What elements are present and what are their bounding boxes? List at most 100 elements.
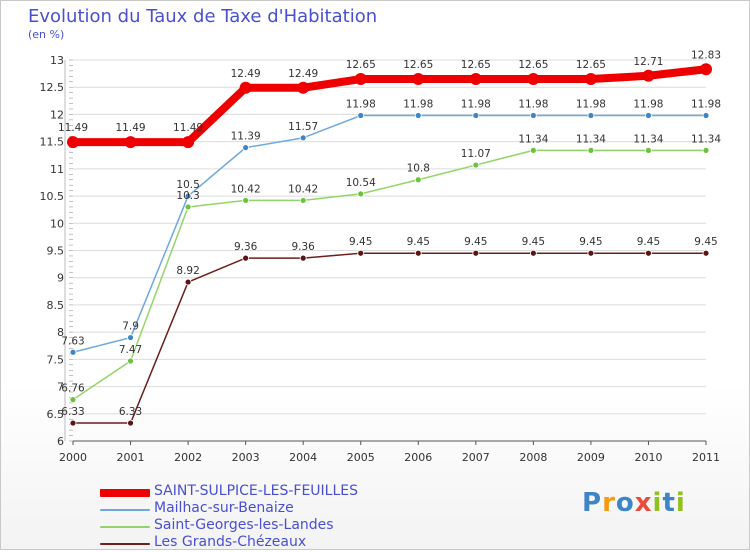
data-point-series-1 — [414, 112, 422, 119]
data-point-series-3 — [414, 249, 422, 257]
data-label: 10.54 — [346, 177, 376, 189]
legend-item-saint-georges[interactable]: Saint-Georges-les-Landes — [100, 517, 430, 535]
data-label: 9.45 — [522, 236, 545, 248]
data-point-series-2 — [299, 197, 307, 204]
series-line-1 — [72, 114, 707, 354]
series-line-0 — [69, 65, 710, 147]
logo-letter: o — [615, 488, 635, 518]
data-point-series-3 — [529, 249, 537, 257]
data-point-series-3 — [357, 249, 365, 257]
data-label: 12.65 — [461, 59, 491, 71]
data-label: 11.34 — [633, 133, 663, 145]
legend-swatch-grands-chezeaux — [100, 543, 150, 545]
data-point-series-1 — [529, 112, 537, 119]
logo-letter: i — [675, 488, 686, 518]
x-tick-label: 2008 — [519, 451, 547, 464]
data-point-series-3 — [472, 249, 480, 257]
legend-item-grands-chezeaux[interactable]: Les Grands-Chézeaux — [100, 534, 430, 552]
data-point-series-1 — [702, 112, 710, 119]
series-line-3 — [72, 252, 707, 424]
logo-letter: x — [634, 488, 653, 518]
data-label: 10.5 — [176, 179, 199, 191]
data-point-series-0 — [67, 136, 79, 149]
data-point-series-0 — [239, 81, 252, 94]
data-point-series-2 — [242, 197, 250, 204]
data-point-series-1 — [587, 112, 595, 119]
data-label: 12.49 — [288, 68, 318, 80]
x-tick-label: 2002 — [174, 451, 202, 464]
logo-letter: r — [602, 488, 616, 518]
y-tick-label: 6.5 — [47, 408, 65, 421]
x-tick-label: 2011 — [692, 451, 720, 464]
data-point-series-0 — [469, 73, 482, 86]
legend: SAINT-SULPICE-LES-FEUILLES Mailhac-sur-B… — [100, 483, 430, 552]
data-label: 10.3 — [176, 190, 199, 202]
data-label: 11.98 — [576, 99, 606, 111]
data-point-series-3 — [184, 278, 192, 286]
y-tick-label: 11.5 — [40, 136, 65, 149]
y-tick-label: 8 — [57, 326, 64, 339]
data-label: 9.45 — [349, 236, 372, 248]
data-label: 12.49 — [231, 68, 261, 80]
data-point-series-0 — [700, 63, 712, 76]
series-line-2 — [72, 149, 707, 401]
data-label: 7.47 — [119, 344, 142, 356]
data-point-series-0 — [182, 136, 195, 149]
y-tick-label: 11 — [50, 163, 64, 176]
data-point-series-2 — [69, 396, 77, 404]
data-point-series-0 — [584, 73, 597, 86]
data-label: 9.45 — [579, 236, 602, 248]
data-label: 11.49 — [58, 122, 88, 134]
data-label: 6.33 — [119, 406, 142, 418]
data-point-series-2 — [702, 146, 710, 154]
data-label: 12.65 — [403, 59, 433, 71]
data-point-series-2 — [127, 357, 134, 365]
x-tick-label: 2006 — [404, 451, 432, 464]
data-label: 10.42 — [231, 183, 261, 195]
y-tick-label: 7 — [57, 381, 64, 394]
x-tick-label: 2007 — [462, 451, 490, 464]
logo-letter: P — [582, 488, 603, 518]
data-label: 11.98 — [518, 99, 548, 111]
data-label: 11.98 — [461, 99, 491, 111]
data-label: 10.42 — [288, 183, 318, 195]
legend-label-mailhac: Mailhac-sur-Benaize — [154, 500, 294, 516]
data-label: 11.39 — [231, 131, 261, 143]
legend-swatch-saint-georges — [100, 526, 150, 528]
data-point-series-3 — [242, 254, 250, 262]
legend-label-saint-georges: Saint-Georges-les-Landes — [154, 517, 334, 533]
data-point-series-3 — [127, 419, 134, 427]
data-label: 9.45 — [637, 236, 660, 248]
x-tick-label: 2004 — [289, 451, 317, 464]
legend-item-saint-sulpice[interactable]: SAINT-SULPICE-LES-FEUILLES — [100, 483, 430, 501]
x-tick-label: 2010 — [634, 451, 662, 464]
data-point-series-2 — [645, 146, 652, 154]
data-label: 12.71 — [633, 56, 663, 68]
data-label: 11.07 — [461, 148, 491, 160]
x-tick-label: 2009 — [577, 451, 605, 464]
data-label: 12.65 — [346, 59, 376, 71]
data-label: 7.63 — [61, 335, 84, 347]
data-label: 8.92 — [176, 265, 199, 277]
x-tick-label: 2003 — [232, 451, 260, 464]
data-point-series-0 — [412, 73, 425, 86]
y-tick-label: 9.5 — [47, 245, 65, 258]
data-point-series-2 — [587, 146, 595, 154]
data-point-series-0 — [527, 73, 540, 86]
data-point-series-3 — [299, 254, 307, 262]
data-label: 6.33 — [61, 406, 84, 418]
chart-title: Evolution du Taux de Taxe d'Habitation — [28, 6, 378, 27]
data-label: 9.36 — [234, 241, 258, 253]
data-point-series-3 — [645, 249, 652, 257]
data-label: 11.98 — [633, 99, 663, 111]
unit-label: (en %) — [28, 28, 65, 41]
data-label: 11.98 — [691, 99, 721, 111]
y-tick-label: 10.5 — [40, 190, 65, 203]
data-label: 12.65 — [518, 59, 548, 71]
data-label: 7.9 — [122, 321, 139, 333]
data-label: 12.83 — [691, 49, 721, 61]
legend-item-mailhac[interactable]: Mailhac-sur-Benaize — [100, 500, 430, 518]
x-tick-label: 2000 — [59, 451, 87, 464]
